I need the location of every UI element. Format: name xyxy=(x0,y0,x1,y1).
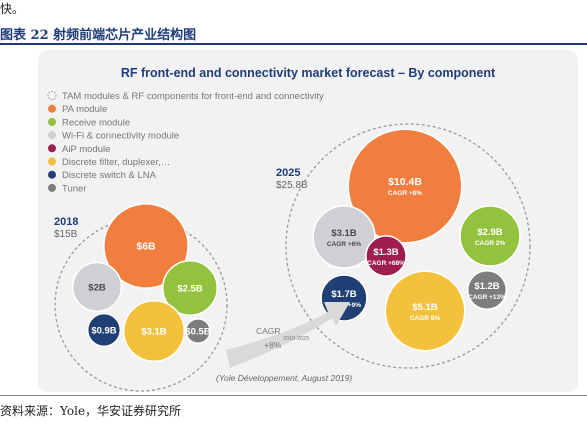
legend-label-pa-module: PA module xyxy=(62,104,107,115)
overall-cagr-period: 2018-2025 xyxy=(283,336,309,342)
value-label-aip-module-2025: $1.3B xyxy=(373,247,398,258)
source-rule xyxy=(0,395,587,396)
bubble-tuner-2018 xyxy=(185,318,211,344)
value-label-receive-module-2025: $2.9B xyxy=(477,227,502,238)
legend-marker-tuner xyxy=(48,183,56,192)
figure-caption: 图表 22 射频前端芯片产业结构图 xyxy=(0,28,197,43)
value-label-wi-fi-connectivity-module-2025: $3.1B xyxy=(331,228,356,239)
legend-label-discrete-switch-lna: Discrete switch & LNA xyxy=(62,170,157,181)
growth-arrow xyxy=(226,302,350,368)
legend: TAM modules & RF components for front-en… xyxy=(47,91,324,194)
year-label-2018: 2018 xyxy=(54,216,78,228)
bubble-wi-fi-connectivity-module-2025 xyxy=(312,205,376,269)
cagr-label-receive-module-2025: CAGR 2% xyxy=(475,240,506,247)
legend-marker-pa-module xyxy=(48,104,56,113)
bubble-discrete-filter-duplexer-2025 xyxy=(384,270,466,352)
legend-marker-wi-fi-connectivity-module xyxy=(48,131,56,140)
value-label-wi-fi-connectivity-module-2018: $2B xyxy=(88,283,106,294)
legend-label-wi-fi-connectivity-module: Wi-Fi & connectivity module xyxy=(62,131,179,142)
value-label-discrete-switch-lna-2025: $1.7B xyxy=(331,289,356,300)
legend-label-receive-module: Receive module xyxy=(62,117,130,128)
bubble-discrete-switch-lna-2018 xyxy=(86,312,122,348)
value-label-pa-module-2025: $10.4B xyxy=(388,176,422,188)
total-label-2018: $15B xyxy=(54,229,78,240)
legend-marker-discrete-filter-duplexer xyxy=(48,157,56,166)
bubble-pa-module-2025 xyxy=(347,128,463,244)
value-label-discrete-filter-duplexer-2025: $5.1B xyxy=(412,302,437,313)
bubble-tuner-2025 xyxy=(466,269,508,311)
bubble-aip-module-2025 xyxy=(365,235,407,277)
cagr-label-discrete-filter-duplexer-2025: CAGR 8% xyxy=(410,315,441,322)
overall-cagr-label: CAGR xyxy=(256,326,281,336)
legend-label-discrete-filter-duplexer: Discrete filter, duplexer,… xyxy=(62,157,170,168)
cagr-label-tuner-2025: CAGR +13% xyxy=(468,294,506,301)
chart-panel: RF front-end and connectivity market for… xyxy=(38,50,578,392)
bubble-group-2018: 2018$15B $6B $2B $2.5B $0.9B $3.1B $0.5B xyxy=(54,203,228,392)
legend-marker-aip-module xyxy=(48,144,56,153)
legend-label-tuner: Tuner xyxy=(62,183,86,194)
bubble-receive-module-2025 xyxy=(459,205,521,267)
source-note: 资料来源：Yole，华安证券研究所 xyxy=(0,404,182,418)
value-label-pa-module-2018: $6B xyxy=(136,241,156,253)
caption-rule xyxy=(0,43,587,45)
overall-cagr-value: +8% xyxy=(264,340,282,350)
top-text-fragment: 快。 xyxy=(0,2,25,16)
value-label-receive-module-2018: $2.5B xyxy=(177,284,202,295)
value-label-tuner-2025: $1.2B xyxy=(474,281,499,292)
value-label-discrete-switch-lna-2018: $0.9B xyxy=(91,326,116,337)
cagr-label-pa-module-2025: CAGR +8% xyxy=(388,190,422,197)
year-label-2025: 2025 xyxy=(276,167,300,179)
legend-marker-tam xyxy=(47,91,57,100)
bubble-pa-module-2018 xyxy=(103,203,189,289)
tam-ring-2025 xyxy=(285,123,531,369)
legend-label-tam-modules-rf-components-for-front-end-and-connectivity: TAM modules & RF components for front-en… xyxy=(62,91,324,102)
legend-marker-discrete-switch-lna xyxy=(48,170,56,179)
legend-marker-receive-module xyxy=(48,117,56,126)
cagr-label-wi-fi-connectivity-module-2025: CAGR +6% xyxy=(327,241,361,248)
bubbles: 2018$15B$6B$2B $2.5B$0.9B $3.1B $0.5B2025$2… xyxy=(54,123,531,392)
total-label-2025: $25.8B xyxy=(276,180,308,191)
legend-label-aip-module: AiP module xyxy=(62,144,110,155)
bubble-wi-fi-connectivity-module-2018 xyxy=(71,261,123,313)
chart-title: RF front-end and connectivity market for… xyxy=(121,66,496,80)
value-label-tuner-2018: $0.5B xyxy=(185,327,210,338)
value-label-discrete-filter-duplexer-2018: $3.1B xyxy=(141,327,166,338)
bubble-group-2025: 2025$25.8B $10.4B CAGR +8% $3.1B CAGR +6% $1.… xyxy=(276,123,531,369)
cagr-label-aip-module-2025: CAGR +68% xyxy=(367,260,405,267)
bubble-chart: RF front-end and connectivity market for… xyxy=(47,66,531,392)
chart-source-note: (Yole Développement, August 2019) xyxy=(216,373,352,383)
bubble-receive-module-2018 xyxy=(162,260,218,316)
bubble-discrete-filter-duplexer-2018 xyxy=(122,299,186,363)
tam-ring-2018 xyxy=(54,218,228,392)
